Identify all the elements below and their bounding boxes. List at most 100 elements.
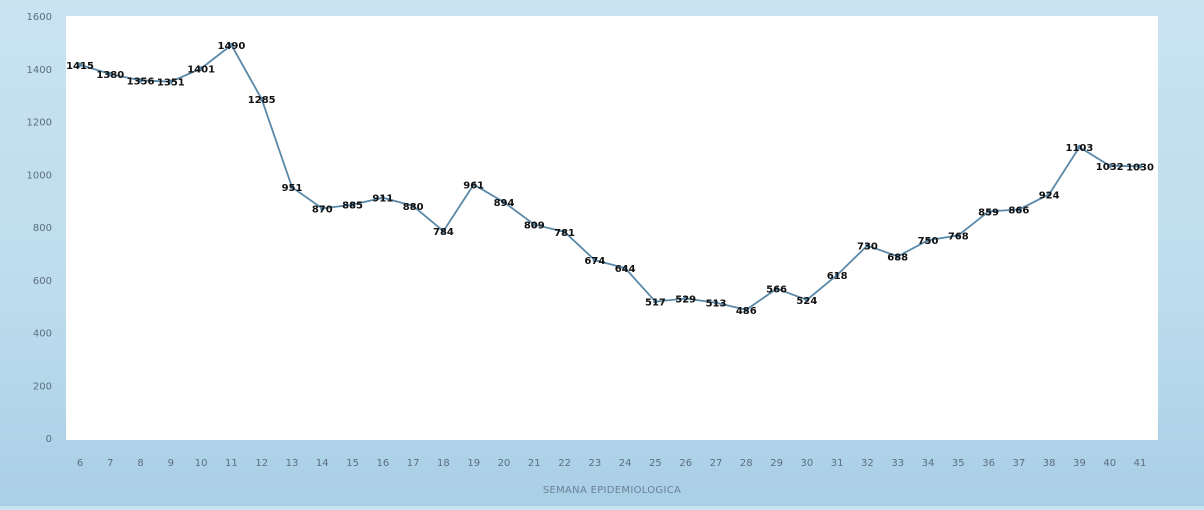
data-point [804,297,810,302]
data-point [229,42,234,48]
y-tick-label: 1000 [27,170,52,181]
data-label: 674 [584,256,605,267]
x-tick-label: 14 [316,458,329,469]
x-tick-label: 31 [831,458,844,469]
data-label: 730 [857,241,878,252]
data-point [138,78,143,83]
x-tick-label: 24 [619,458,632,469]
x-tick-label: 19 [467,458,480,469]
data-point [713,300,719,305]
x-tick-label: 13 [286,458,299,469]
data-point [350,202,355,207]
x-tick-label: 35 [952,458,965,469]
x-tick-label: 28 [740,458,753,469]
data-point [77,62,83,67]
data-point [532,222,537,227]
x-tick-label: 39 [1073,458,1086,469]
data-point [1046,192,1052,197]
data-label: 688 [887,253,908,264]
x-tick-label: 37 [1012,458,1025,469]
data-label: 784 [433,227,454,238]
y-tick-label: 1400 [27,65,52,76]
x-tick-label: 8 [137,458,143,469]
data-label: 513 [706,299,727,310]
x-tick-label: 41 [1134,458,1147,469]
x-tick-label: 25 [649,458,662,469]
data-label: 924 [1039,190,1060,201]
data-label: 566 [766,285,787,296]
x-tick-label: 16 [376,458,389,469]
y-tick-label: 0 [46,434,52,445]
data-label: 524 [796,296,817,307]
data-point [108,71,113,77]
data-label: 529 [675,294,696,305]
data-label: 894 [494,198,515,209]
data-label: 1103 [1066,143,1094,154]
y-tick-label: 200 [33,381,52,392]
data-label: 644 [615,264,636,275]
data-point [744,307,749,313]
x-tick-label: 9 [168,458,174,469]
data-label: 859 [978,207,999,218]
data-label: 768 [948,231,969,242]
data-label: 1415 [66,61,94,72]
y-tick-label: 400 [33,329,52,340]
data-label: 880 [403,202,424,213]
data-point [168,79,174,84]
data-point [1016,207,1022,212]
x-tick-label: 7 [107,458,113,469]
data-markers [77,42,1143,313]
data-point [592,258,598,263]
data-point [380,195,386,200]
x-tick-label: 6 [77,458,83,469]
data-label: 885 [342,201,363,212]
data-point [1077,144,1082,150]
data-label: 1030 [1126,162,1154,173]
plot-area [66,16,1158,440]
x-tick-label: 23 [588,458,601,469]
data-point [1107,163,1112,169]
data-point [956,233,961,238]
x-tick-label: 38 [1043,458,1056,469]
data-point [925,237,931,243]
data-point [774,286,779,291]
data-point [441,229,446,234]
data-label: 1490 [218,41,246,52]
data-point [986,209,991,214]
x-tick-label: 21 [528,458,541,469]
data-point [562,229,567,235]
x-axis-title: SEMANA EPIDEMIOLOGICA [543,485,681,496]
x-tick-label: 20 [498,458,511,469]
x-tick-label: 11 [225,458,238,469]
x-tick-label: 33 [891,458,904,469]
x-tick-label: 26 [679,458,692,469]
x-tick-label: 40 [1103,458,1116,469]
y-tick-label: 800 [33,223,52,234]
x-tick-label: 34 [922,458,935,469]
data-point [320,206,325,211]
x-tick-label: 29 [770,458,783,469]
data-point [259,96,264,102]
x-tick-label: 30 [800,458,813,469]
data-point [865,243,870,248]
y-axis: 0 200 400 600 800 1000 1200 1400 1600 [27,12,52,445]
y-tick-label: 1600 [27,12,52,23]
data-label: 911 [372,194,393,205]
x-tick-label: 10 [195,458,208,469]
series-line [79,43,1141,311]
data-label: 1380 [96,70,124,81]
x-tick-label: 32 [861,458,874,469]
data-label: 618 [827,271,848,282]
data-label: 866 [1008,206,1029,217]
data-label: 750 [918,236,939,247]
x-tick-label: 17 [407,458,420,469]
data-point [683,296,688,301]
data-label: 517 [645,298,666,309]
data-point [471,182,476,187]
data-point [622,265,628,271]
data-point [410,203,416,209]
y-tick-label: 1200 [27,118,52,129]
